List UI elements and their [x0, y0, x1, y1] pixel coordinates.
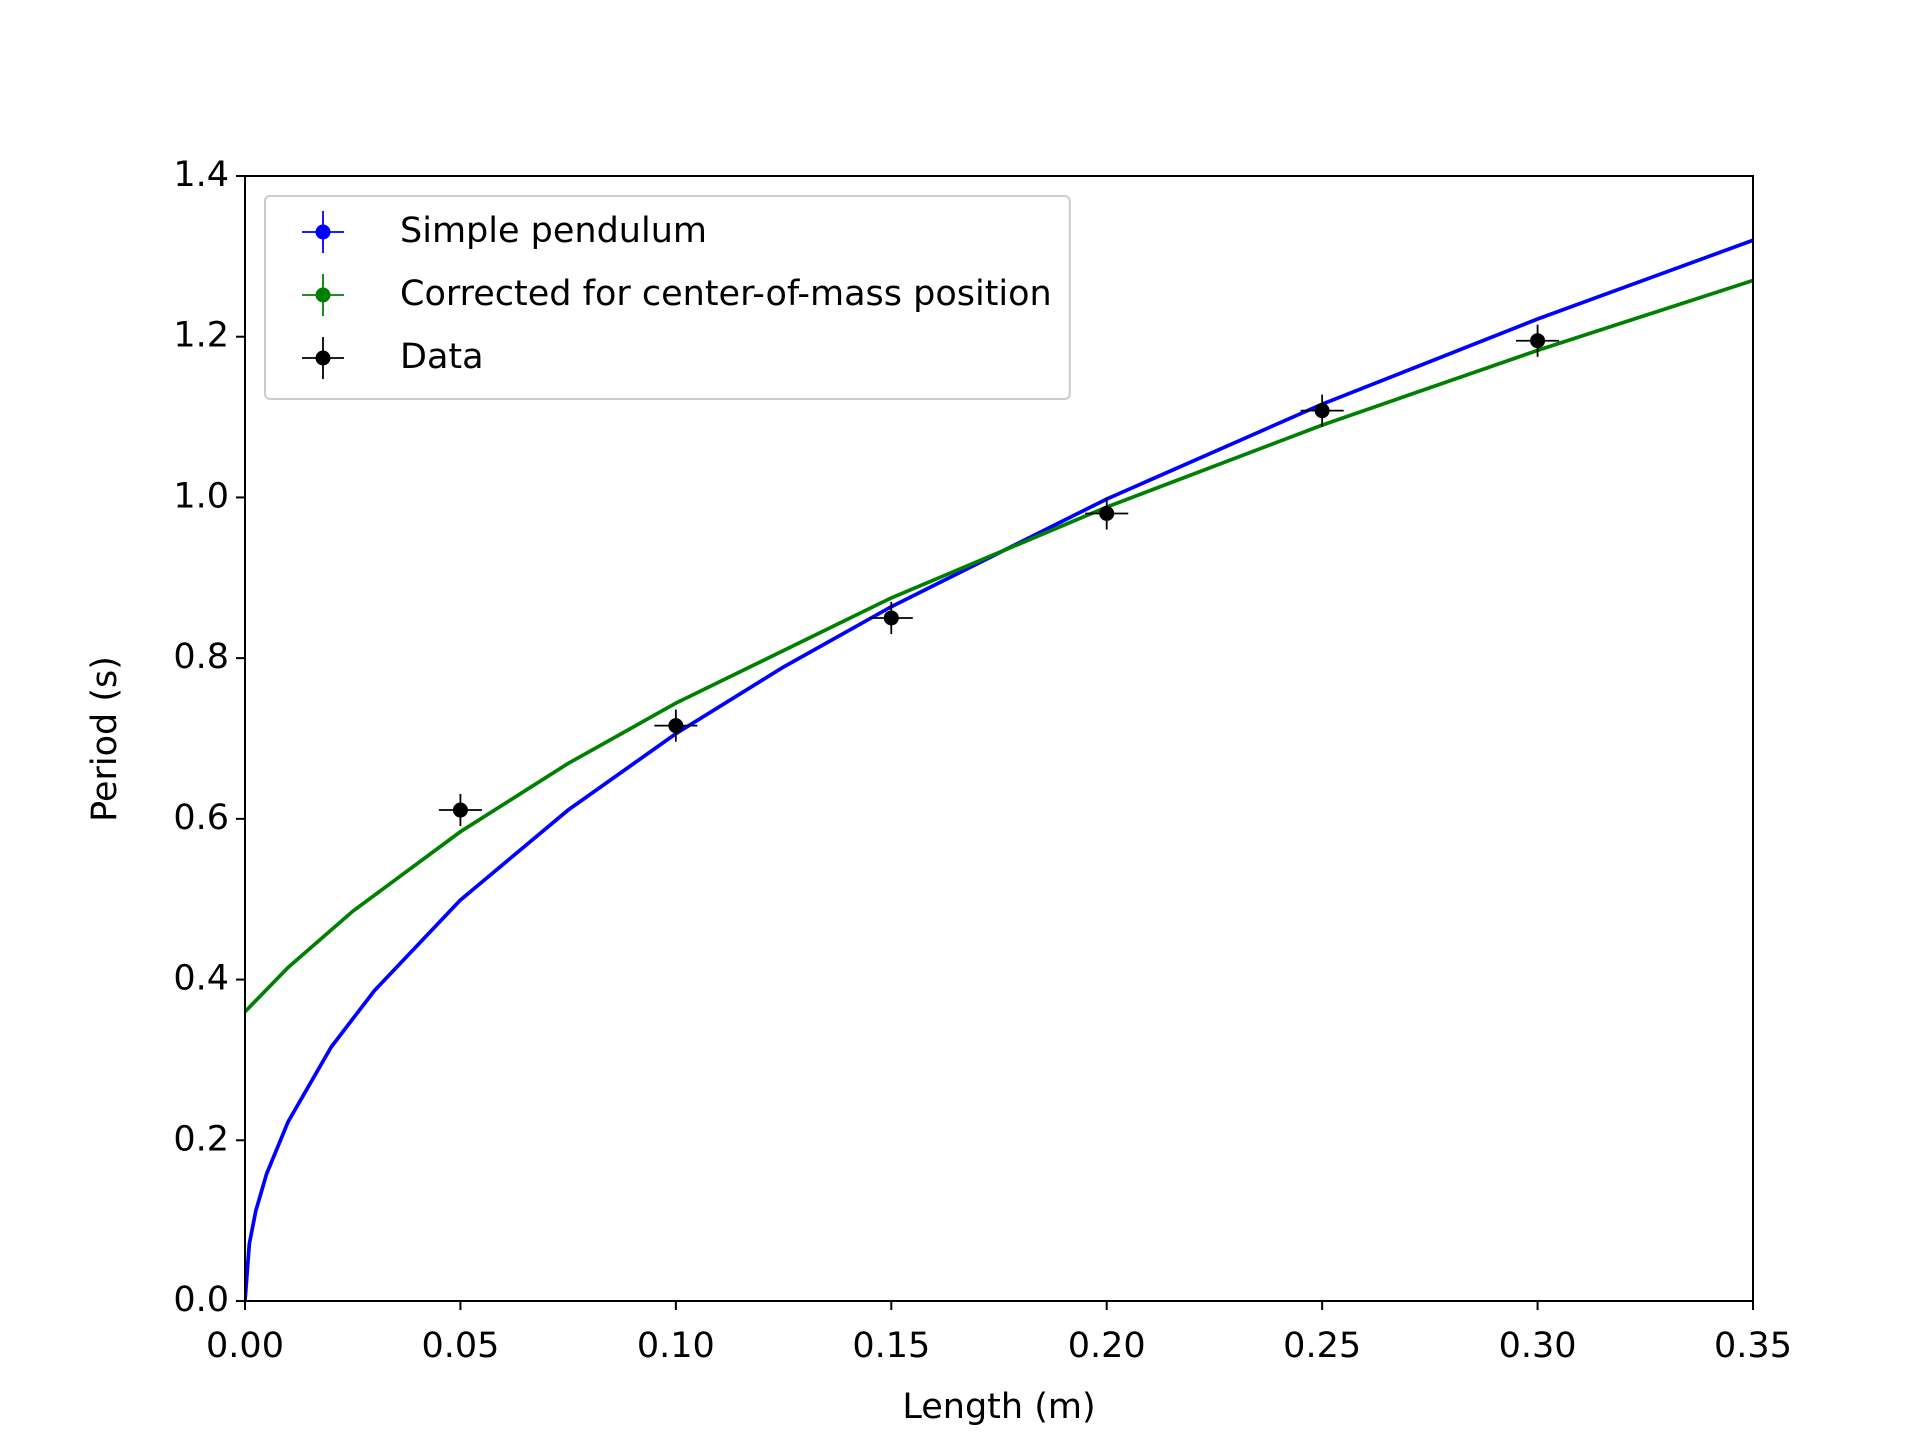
y-tick-label: 0.2 — [173, 1119, 229, 1159]
y-tick-label: 1.4 — [173, 155, 229, 195]
legend-label: Corrected for center-of-mass position — [400, 274, 1052, 314]
legend-label: Data — [400, 337, 484, 377]
legend-box — [264, 195, 1071, 400]
y-tick-label: 0.0 — [173, 1280, 229, 1320]
y-tick-label: 1.2 — [173, 316, 229, 356]
x-tick-label: 0.25 — [1283, 1326, 1361, 1366]
data-point — [883, 610, 899, 626]
x-tick-label: 0.00 — [206, 1326, 284, 1366]
data-point — [1099, 506, 1115, 521]
legend: Simple pendulum Corrected for center-of-m… — [264, 195, 1071, 400]
legend-marker — [315, 350, 331, 366]
y-axis-label: Period (s) — [85, 656, 125, 822]
legend-marker — [315, 224, 331, 240]
y-tick-label: 0.6 — [173, 798, 229, 838]
x-axis-label: Length (m) — [902, 1387, 1095, 1427]
y-tick-label: 0.8 — [173, 637, 229, 677]
x-tick-label: 0.20 — [1068, 1326, 1146, 1366]
line — [245, 278, 1753, 1014]
data-point — [668, 718, 684, 734]
y-tick-label: 1.0 — [173, 476, 229, 516]
x-tick-label: 0.30 — [1499, 1326, 1577, 1366]
x-tick-label: 0.35 — [1714, 1326, 1792, 1366]
legend-marker — [315, 287, 331, 303]
legend-label: Simple pendulum — [400, 211, 707, 251]
plot-frame — [244, 175, 1754, 1302]
y-tick-label: 0.4 — [173, 959, 229, 999]
x-tick-label: 0.15 — [852, 1326, 930, 1366]
data-point — [1314, 403, 1330, 419]
data-point — [1530, 333, 1546, 349]
x-tick-label: 0.10 — [637, 1326, 715, 1366]
x-tick-label: 0.05 — [421, 1326, 499, 1366]
line — [245, 238, 1753, 1301]
data-point — [452, 802, 468, 818]
